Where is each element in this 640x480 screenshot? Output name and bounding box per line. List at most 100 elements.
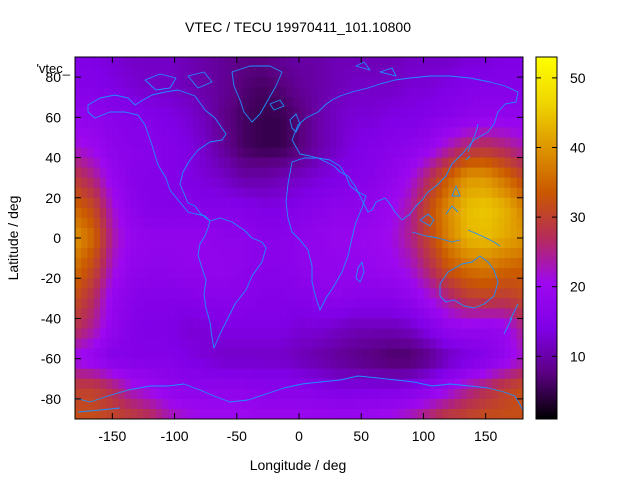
heatmap-cell — [342, 338, 350, 350]
heatmap-cell — [131, 207, 138, 219]
heatmap-cell — [137, 238, 145, 249]
heatmap-cell — [168, 167, 176, 179]
heatmap-cell — [124, 117, 132, 128]
heatmap-cell — [467, 127, 474, 139]
heatmap-cell — [99, 298, 107, 309]
heatmap-cell — [93, 157, 101, 169]
heatmap-cell — [367, 338, 375, 350]
heatmap-cell — [491, 288, 499, 299]
heatmap-cell — [386, 207, 393, 219]
heatmap-cell — [137, 248, 145, 259]
heatmap-cell — [504, 167, 512, 179]
heatmap-cell — [75, 328, 82, 340]
heatmap-cell — [454, 127, 462, 139]
heatmap-cell — [249, 77, 257, 88]
heatmap-cell — [205, 368, 213, 380]
heatmap-cell — [336, 408, 344, 419]
heatmap-cell — [243, 227, 250, 239]
heatmap-cell — [504, 258, 512, 269]
heatmap-cell — [311, 328, 319, 340]
heatmap-cell — [174, 147, 182, 159]
heatmap-cell — [93, 388, 101, 400]
heatmap-cell — [429, 328, 437, 340]
heatmap-cell — [460, 117, 468, 128]
heatmap-cell — [193, 328, 201, 340]
heatmap-cell — [367, 67, 375, 78]
heatmap-cell — [162, 197, 169, 209]
heatmap-cell — [131, 137, 138, 149]
heatmap-cell — [93, 318, 101, 330]
heatmap-cell — [187, 338, 194, 350]
heatmap-cell — [510, 117, 518, 128]
heatmap-cell — [236, 147, 244, 159]
heatmap-cell — [299, 77, 306, 88]
heatmap-cell — [373, 398, 381, 410]
heatmap-cell — [417, 328, 425, 340]
heatmap-cell — [131, 308, 138, 320]
heatmap-cell — [311, 298, 319, 309]
heatmap-cell — [348, 177, 356, 189]
heatmap-cell — [243, 388, 250, 400]
heatmap-cell — [87, 167, 95, 179]
heatmap-cell — [87, 338, 95, 350]
heatmap-cell — [516, 258, 523, 269]
heatmap-cell — [187, 358, 194, 370]
heatmap-cell — [211, 318, 219, 330]
heatmap-cell — [330, 137, 337, 149]
heatmap-cell — [323, 127, 331, 139]
heatmap-cell — [330, 207, 337, 219]
heatmap-cell — [99, 318, 107, 330]
heatmap-cell — [435, 378, 443, 390]
heatmap-cell — [454, 338, 462, 350]
heatmap-cell — [504, 147, 512, 159]
heatmap-cell — [180, 308, 188, 320]
heatmap-cell — [106, 368, 113, 380]
heatmap-cell — [398, 248, 406, 259]
heatmap-cell — [355, 157, 362, 169]
heatmap-cell — [342, 107, 350, 118]
heatmap-cell — [398, 87, 406, 98]
heatmap-cell — [137, 57, 145, 68]
heatmap-cell — [305, 67, 313, 78]
heatmap-cell — [299, 137, 306, 149]
heatmap-cell — [448, 67, 456, 78]
heatmap-cell — [87, 388, 95, 400]
heatmap-cell — [460, 398, 468, 410]
heatmap-cell — [386, 338, 393, 350]
heatmap-cell — [367, 328, 375, 340]
heatmap-cell — [299, 298, 306, 309]
heatmap-cell — [355, 318, 362, 330]
heatmap-cell — [280, 177, 288, 189]
heatmap-cell — [118, 258, 126, 269]
heatmap-cell — [218, 298, 225, 309]
heatmap-cell — [205, 248, 213, 259]
heatmap-cell — [305, 87, 313, 98]
heatmap-cell — [255, 318, 263, 330]
heatmap-cell — [255, 137, 263, 149]
heatmap-cell — [342, 288, 350, 299]
heatmap-cell — [81, 328, 89, 340]
y-tick-label: 80 — [45, 69, 61, 85]
heatmap-cell — [392, 258, 400, 269]
heatmap-cell — [118, 87, 126, 98]
heatmap-cell — [348, 298, 356, 309]
heatmap-cell — [442, 127, 449, 139]
heatmap-cell — [392, 298, 400, 309]
heatmap-cell — [423, 197, 431, 209]
heatmap-cell — [143, 147, 151, 159]
heatmap-cell — [199, 227, 207, 239]
heatmap-cell — [361, 278, 369, 289]
heatmap-cell — [311, 217, 319, 229]
heatmap-cell — [473, 77, 481, 88]
heatmap-cell — [429, 107, 437, 118]
heatmap-cell — [361, 298, 369, 309]
heatmap-cell — [211, 117, 219, 128]
heatmap-cell — [473, 258, 481, 269]
heatmap-cell — [442, 348, 449, 360]
heatmap-cell — [411, 227, 418, 239]
heatmap-cell — [504, 318, 512, 330]
heatmap-cell — [323, 97, 331, 108]
heatmap-cell — [510, 278, 518, 289]
heatmap-cell — [162, 328, 169, 340]
heatmap-cell — [280, 288, 288, 299]
